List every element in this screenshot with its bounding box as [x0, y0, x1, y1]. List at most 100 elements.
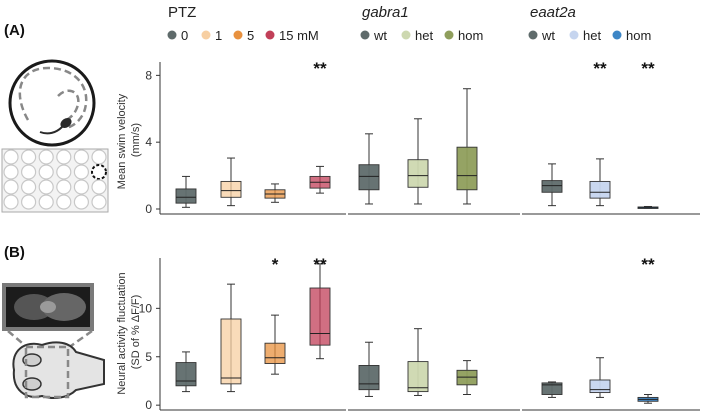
larva-eye-right — [22, 377, 42, 391]
legend-dot-ptz-1 — [201, 30, 211, 40]
panel-label-b: (B) — [4, 244, 25, 261]
box-body — [456, 146, 478, 191]
ylabel-b: Neural activity fluctuation (SD of % ΔF/… — [116, 269, 142, 394]
legend-dot-ptz-15 — [265, 30, 275, 40]
y-tick-label: 10 — [139, 301, 153, 315]
well — [21, 179, 37, 195]
larva-eye-left — [22, 353, 42, 367]
well — [56, 179, 72, 195]
group-title-ptz: PTZ — [168, 4, 196, 21]
well — [38, 179, 54, 195]
well — [3, 149, 19, 165]
legend-label-gabra1-het: het — [415, 28, 433, 43]
y-tick-label: 0 — [145, 202, 152, 216]
box-body — [220, 318, 242, 385]
well-plate-illustration — [1, 148, 109, 213]
well — [91, 194, 107, 210]
brain-region-right — [42, 293, 86, 321]
box-body — [589, 379, 611, 394]
panel-label-a: (A) — [4, 22, 25, 39]
legend-gabra1: wt het hom — [360, 28, 483, 43]
legend-label-ptz-1: 1 — [215, 28, 222, 43]
box-eaat2a-het — [589, 357, 611, 398]
significance-marker: ** — [641, 59, 655, 78]
well — [56, 164, 72, 180]
legend-eaat2a: wt het hom — [528, 28, 651, 43]
well — [38, 149, 54, 165]
box-PTZ-1 — [220, 283, 242, 393]
imaging-roi — [24, 345, 70, 399]
box-body — [589, 180, 611, 199]
box-PTZ-0 — [175, 351, 197, 393]
well — [21, 164, 37, 180]
legend-label-ptz-15: 15 mM — [279, 28, 319, 43]
legend-dot-gabra1-hom — [444, 30, 454, 40]
well-plate-frame — [1, 148, 109, 213]
box-gabra1-het — [407, 118, 429, 205]
swim-path-outer — [18, 66, 88, 130]
box-eaat2a-hom: ** — [637, 59, 659, 209]
ylabel-b-line1: Neural activity fluctuation — [116, 272, 128, 394]
well — [3, 164, 19, 180]
well — [56, 194, 72, 210]
box-body — [541, 382, 563, 395]
box-body — [358, 164, 380, 191]
legend-ptz: 0 1 5 15 mM — [167, 28, 319, 43]
brain-region-left — [14, 294, 54, 320]
box-body — [407, 361, 429, 393]
legend-label-eaat2a-wt: wt — [541, 28, 555, 43]
zoom-line-left — [7, 330, 29, 349]
legend-dot-eaat2a-wt — [528, 30, 538, 40]
legend-label-ptz-0: 0 — [181, 28, 188, 43]
zoom-line-right — [67, 329, 93, 350]
legend-dot-eaat2a-het — [569, 30, 579, 40]
group-title-gabra1: gabra1 — [362, 4, 409, 21]
significance-marker: * — [272, 255, 279, 274]
box-eaat2a-hom: ** — [637, 255, 659, 404]
larva-well-illustration — [8, 59, 96, 147]
well — [38, 194, 54, 210]
well — [73, 164, 90, 180]
group-title-eaat2a: eaat2a — [530, 4, 576, 21]
box-PTZ-0 — [175, 175, 197, 208]
box-PTZ-5: * — [264, 255, 286, 375]
legend-label-eaat2a-hom: hom — [626, 28, 651, 43]
box-body — [264, 342, 286, 364]
larva-tail — [39, 126, 63, 135]
well — [21, 194, 37, 210]
box-gabra1-wt — [358, 341, 380, 397]
brain-midline — [40, 301, 56, 313]
plot-panel-a: 0 4 8 ** ** ** — [145, 59, 700, 216]
well — [73, 194, 90, 210]
box-body — [220, 180, 242, 198]
significance-marker: ** — [313, 59, 327, 78]
box-eaat2a-het: ** — [589, 59, 611, 207]
y-tick-label: 5 — [145, 350, 152, 364]
legend-label-gabra1-hom: hom — [458, 28, 483, 43]
well — [56, 149, 72, 165]
legend-dot-eaat2a-hom — [612, 30, 622, 40]
box-eaat2a-wt — [541, 163, 563, 207]
y-tick-label: 0 — [145, 398, 152, 412]
legend-dot-gabra1-het — [401, 30, 411, 40]
well — [3, 179, 19, 195]
box-body — [175, 188, 197, 204]
swim-path-inner — [57, 89, 80, 122]
box-body — [407, 159, 429, 188]
y-tick-label: 8 — [145, 68, 152, 82]
ylabel-a-line2: (mm/s) — [130, 123, 142, 157]
well — [21, 149, 37, 165]
well-outline — [8, 59, 96, 147]
box-PTZ-1 — [220, 157, 242, 207]
legend-label-ptz-5: 5 — [247, 28, 254, 43]
box-gabra1-hom — [456, 88, 478, 205]
ylabel-a: Mean swim velocity (mm/s) — [116, 91, 142, 189]
legend-label-gabra1-wt: wt — [373, 28, 387, 43]
well — [38, 164, 54, 180]
significance-marker: ** — [313, 255, 327, 274]
box-PTZ-5 — [264, 183, 286, 203]
well — [73, 149, 90, 165]
significance-marker: ** — [593, 59, 607, 78]
